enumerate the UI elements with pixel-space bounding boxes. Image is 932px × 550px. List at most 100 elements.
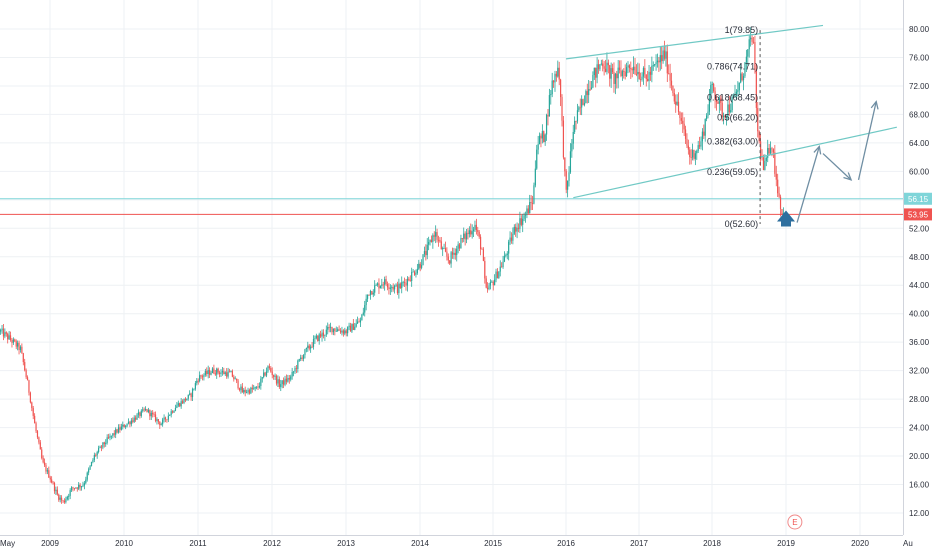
candle-body [402,282,404,284]
candle-body [491,281,493,283]
candle-body [533,185,535,204]
candle-body [640,79,642,80]
earnings-event-label: E [792,518,797,527]
candle-body [747,49,749,57]
candle-body [169,414,171,416]
candle-body [669,73,671,81]
candle-body [237,380,239,389]
candle-body [366,294,369,299]
candle-body [442,248,444,250]
candle-body [354,326,356,330]
candle-body [19,346,22,350]
candle-body [136,414,138,420]
candle-body [471,231,473,235]
projection-arrow-line[interactable] [822,153,852,181]
candle-body [472,229,475,232]
candle-body [443,247,445,249]
candle-body [721,102,723,118]
candle-body [725,116,728,118]
candle-body [51,479,53,483]
candle-body [95,455,97,456]
candle-body [312,339,315,347]
candle-body [337,329,339,332]
candle-body [358,321,360,323]
candle-body [552,80,555,83]
candle-body [718,98,720,104]
candle-body [233,376,235,380]
fib-level-label: 0.5(66.20) [717,112,758,122]
projection-arrow-line[interactable] [796,146,820,223]
candle-body [137,412,140,415]
candle-body [677,101,680,112]
candle-body [31,402,33,409]
candle-body [474,224,476,230]
candle-body [589,89,591,90]
candle-body [755,68,757,108]
candle-body [298,359,300,361]
candle-body [578,107,580,111]
candle-body [203,375,205,377]
candle-body [738,82,740,91]
candle-body [106,437,108,443]
candle-body [543,131,545,142]
candle-body [382,284,384,286]
candle-body [157,419,159,422]
candle-body [368,294,370,296]
candle-body [582,99,584,105]
candle-body [707,111,709,116]
candle-body [349,325,352,332]
candle-body [154,414,157,421]
candle-body [241,386,243,393]
candle-body [334,328,336,332]
x-tick-label: 2015 [484,539,502,548]
candle-body [651,65,653,75]
candle-body [757,107,759,132]
channel-upper-line[interactable] [565,24,824,60]
earnings-event-icon[interactable] [787,514,803,530]
candle-body [48,470,50,478]
candle-body [775,173,777,180]
candle-body [661,55,663,62]
candle-body [105,442,107,445]
candle-body [713,83,715,92]
candle-body [328,327,330,328]
candle-body [627,65,629,68]
candle-body [751,37,753,42]
candle-body [668,73,670,75]
candle-body [285,378,288,382]
candle-body [418,263,420,269]
candle-body [561,97,563,121]
candle-body [477,230,479,232]
candle-body [782,212,784,215]
candle-body [696,150,698,154]
candle-body [405,282,407,286]
candle-body [593,67,595,76]
candle-body [537,144,539,150]
candle-body [86,472,88,480]
candle-body [146,409,148,412]
candle-body [36,431,39,438]
candle-body [120,426,122,430]
projection-arrow-line[interactable] [857,101,877,181]
candle-body [488,285,490,290]
candle-body [35,423,37,432]
candle-body [723,115,725,118]
candle-body [764,160,766,171]
candle-body [683,123,685,130]
candle-body [579,107,581,109]
channel-lower-line[interactable] [573,126,897,199]
candle-body [159,421,161,426]
candle-body [731,97,733,111]
x-tick-label: 2019 [777,539,795,548]
candle-body [4,332,6,337]
candle-body [575,120,577,122]
candle-body [428,241,430,245]
candle-body [12,339,14,343]
candle-body [90,461,93,467]
candle-body [62,500,64,502]
candle-body [110,435,113,437]
candle-body [413,271,416,275]
candle-body [254,386,256,389]
candle-body [305,348,307,350]
